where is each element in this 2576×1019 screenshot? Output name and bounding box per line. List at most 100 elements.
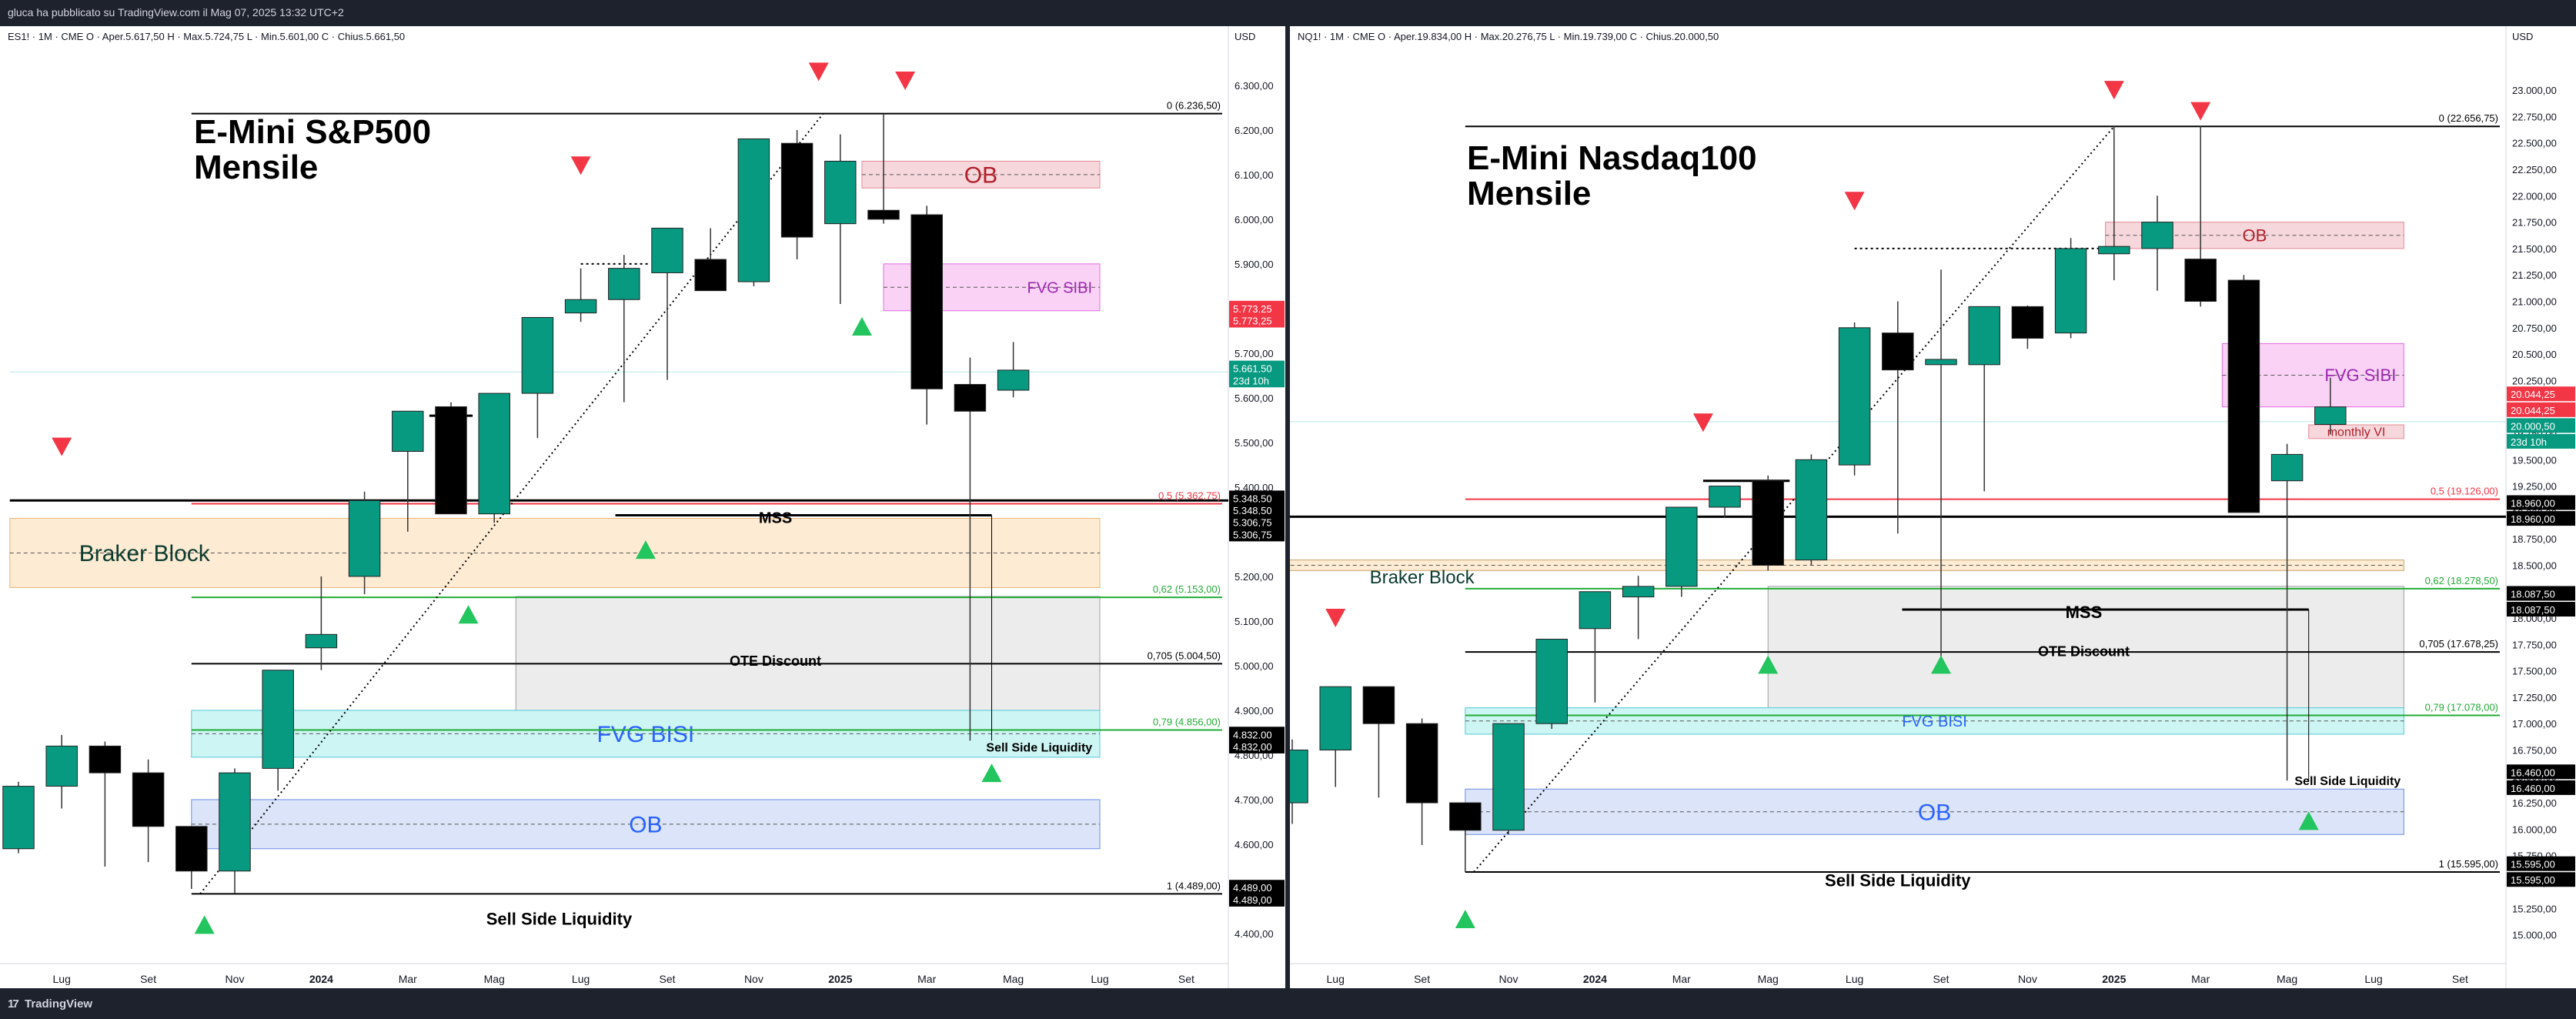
candle-body xyxy=(392,410,424,452)
price-tag-bg xyxy=(2507,586,2575,601)
fib-label: 0,5 (5.362,75) xyxy=(1158,490,1221,502)
zone-label: monthly VI xyxy=(2327,426,2386,439)
price-tag: 20.044,25 xyxy=(2511,405,2555,416)
annotation-label: Sell Side Liquidity xyxy=(2294,775,2401,788)
candle-body xyxy=(2141,222,2173,249)
currency-label: USD xyxy=(1235,31,1255,42)
candle-body xyxy=(2314,406,2347,425)
candle-body xyxy=(2098,246,2130,255)
y-tick-label: 5.100,00 xyxy=(1235,616,1274,627)
price-tag: 5.306,75 xyxy=(1233,517,1272,529)
zone-label: OB xyxy=(1918,800,1951,825)
chart-canvas-es[interactable]: 4.400,004.500,004.600,004.700,004.800,00… xyxy=(0,26,1285,988)
candle-body xyxy=(1882,332,1914,371)
price-tag-bg xyxy=(2507,872,2575,887)
zone-label: OB xyxy=(629,812,662,837)
annotation-label: MSS xyxy=(759,510,792,526)
sell-marker-icon xyxy=(895,72,916,91)
y-tick-label: 17.750,00 xyxy=(2512,639,2557,650)
price-tag-bg xyxy=(2507,856,2575,871)
y-tick-label: 21.750,00 xyxy=(2512,217,2557,229)
y-tick-label: 5.600,00 xyxy=(1235,393,1274,404)
y-tick-label: 17.250,00 xyxy=(2512,692,2557,703)
price-tag-bg xyxy=(1229,490,1285,506)
buy-marker-icon xyxy=(851,317,872,336)
candle-body xyxy=(954,383,987,412)
sell-marker-icon xyxy=(808,62,829,82)
zone-label: FVG SIBI xyxy=(2324,366,2396,385)
symbol-info: NQ1! · 1M · CME O · Aper.19.834,00 H · M… xyxy=(1298,31,1719,42)
y-tick-label: 4.700,00 xyxy=(1235,794,1274,806)
zone-label: FVG BISI xyxy=(597,722,695,747)
price-tag: 16.460,00 xyxy=(2511,783,2555,794)
sell-marker-icon xyxy=(1692,413,1713,433)
fib-label: 0,79 (4.856,00) xyxy=(1153,716,1221,727)
x-tick-label: Lug xyxy=(1327,973,1345,985)
x-tick-label: Set xyxy=(140,973,156,985)
y-tick-label: 6.300,00 xyxy=(1235,80,1274,92)
chart-canvas-nq[interactable]: 15.000,0015.250,0015.500,0015.750,0016.0… xyxy=(1290,26,2576,988)
sell-marker-icon xyxy=(52,437,72,456)
y-tick-label: 16.750,00 xyxy=(2512,745,2557,757)
buy-marker-icon xyxy=(194,915,215,934)
price-tag-bg xyxy=(2507,764,2575,780)
price-tag-bg xyxy=(1229,880,1285,895)
dotted-line xyxy=(199,113,824,894)
price-tag: 15.595,00 xyxy=(2511,874,2555,886)
candle-body xyxy=(867,209,900,220)
candle-body xyxy=(1405,723,1438,804)
price-tag: 5.773,25 xyxy=(1233,316,1272,327)
zone-label: FVG BISI xyxy=(1902,713,1966,730)
x-tick-label: Mar xyxy=(917,973,936,985)
candle-body xyxy=(694,259,727,292)
chart-subtitle: Mensile xyxy=(1467,175,1591,212)
annotation-label: OTE Discount xyxy=(730,653,821,669)
y-tick-label: 5.700,00 xyxy=(1235,348,1274,359)
x-tick-label: Mar xyxy=(1672,973,1691,985)
x-tick-label: Nov xyxy=(744,973,763,985)
candle-body xyxy=(2054,248,2087,334)
tradingview-logo[interactable]: 17 TradingView xyxy=(8,997,92,1011)
price-tag: 4.489,00 xyxy=(1233,894,1272,906)
chart-panel-nq[interactable]: 15.000,0015.250,0015.500,0015.750,0016.0… xyxy=(1290,26,2576,988)
y-tick-label: 15.000,00 xyxy=(2512,930,2557,941)
annotation-label: Sell Side Liquidity xyxy=(986,741,1092,754)
y-tick-label: 6.000,00 xyxy=(1235,214,1274,226)
buy-marker-icon xyxy=(2298,811,2319,830)
sell-marker-icon xyxy=(1325,609,1346,628)
y-tick-label: 23.000,00 xyxy=(2512,85,2557,96)
fib-label: 0,62 (18.278,50) xyxy=(2425,575,2498,586)
x-tick-label: Mar xyxy=(2191,973,2210,985)
price-tag: 4.832,00 xyxy=(1233,729,1272,740)
buy-marker-icon xyxy=(1758,655,1779,674)
x-tick-label: Nov xyxy=(226,973,245,985)
candle-body xyxy=(2011,306,2044,339)
x-tick-label: 2025 xyxy=(2102,973,2126,985)
y-tick-label: 16.250,00 xyxy=(2512,797,2557,809)
fib-label: 1 (15.595,00) xyxy=(2439,858,2498,870)
y-tick-label: 5.400,00 xyxy=(1235,482,1274,493)
y-tick-label: 17.000,00 xyxy=(2512,718,2557,730)
y-tick-label: 22.500,00 xyxy=(2512,138,2557,149)
zone-box xyxy=(515,596,1101,724)
zone-box xyxy=(1465,788,2404,835)
y-tick-label: 5.200,00 xyxy=(1235,571,1274,583)
fib-label: 0,62 (5.153,00) xyxy=(1153,583,1221,595)
price-tag: 4.489,00 xyxy=(1233,882,1272,894)
x-tick-label: Set xyxy=(1414,973,1430,985)
y-tick-label: 22.750,00 xyxy=(2512,111,2557,122)
fib-label: 0 (22.656,75) xyxy=(2439,112,2498,124)
candle-body xyxy=(305,633,338,649)
y-tick-label: 20.250,00 xyxy=(2512,375,2557,386)
candle-body xyxy=(435,406,467,515)
buy-marker-icon xyxy=(458,605,479,624)
chart-panel-es[interactable]: 4.400,004.500,004.600,004.700,004.800,00… xyxy=(0,26,1285,988)
candle-body xyxy=(1752,480,1784,566)
x-tick-label: Mag xyxy=(1003,973,1024,985)
x-tick-label: Lug xyxy=(2364,973,2382,985)
y-tick-label: 19.250,00 xyxy=(2512,481,2557,493)
chart-title: E-Mini Nasdaq100 xyxy=(1467,139,1757,177)
x-tick-label: Lug xyxy=(1846,973,1863,985)
x-tick-label: Set xyxy=(1178,973,1194,985)
candle-body xyxy=(780,142,814,238)
